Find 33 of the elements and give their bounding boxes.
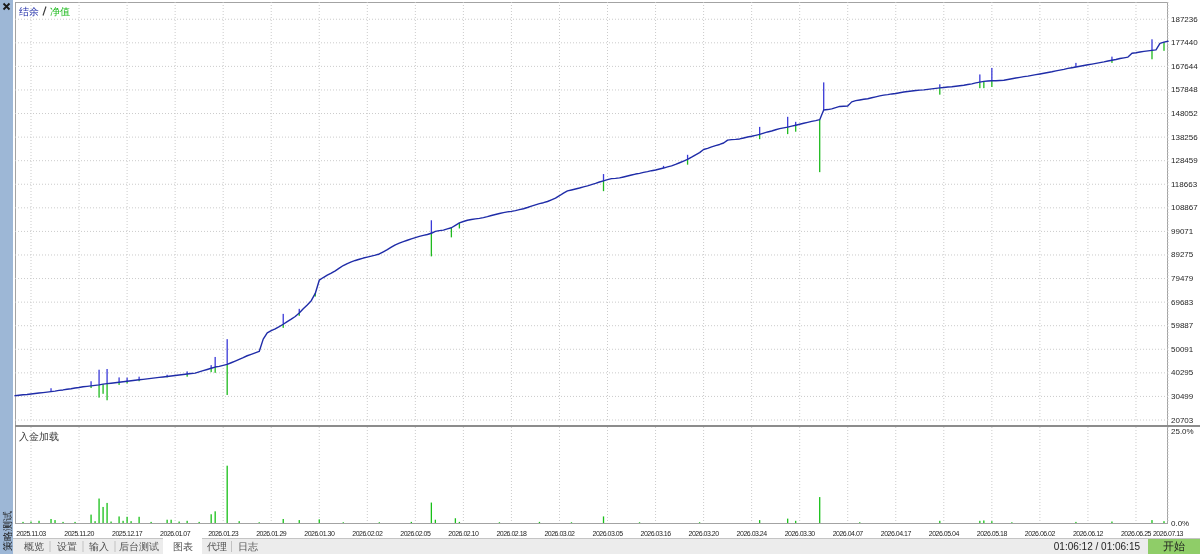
y-tick-label: 59887 xyxy=(1171,321,1194,331)
y-tick-label: 20703 xyxy=(1171,415,1194,425)
y-tick-label: 69683 xyxy=(1171,297,1194,307)
y-tick-label: 167644 xyxy=(1171,61,1198,71)
tab-label: 概览 xyxy=(24,541,44,552)
y-tick-label: 89275 xyxy=(1171,250,1194,260)
y-tick-label: 40295 xyxy=(1171,368,1194,378)
legend-label: 净值 xyxy=(50,5,70,17)
sidebar-label: 策略测试 xyxy=(2,511,13,551)
button-label: 开始 xyxy=(1163,540,1185,553)
panel-title: 入金加载 xyxy=(19,430,59,442)
y-tick-label: 108867 xyxy=(1171,203,1198,213)
y-tick-label: 157848 xyxy=(1171,85,1198,95)
tab-label: 图表 xyxy=(172,541,193,552)
y-tick-label: 50091 xyxy=(1171,344,1194,354)
y-tick-label: 0.0% xyxy=(1171,518,1190,528)
status-label: 01:06:12 / 01:06:15 xyxy=(1053,541,1140,552)
y-tick-label: 99071 xyxy=(1171,226,1194,236)
y-tick-label: 177440 xyxy=(1171,38,1198,48)
y-tick-label: 148052 xyxy=(1171,109,1198,119)
tab-label: 日志 xyxy=(238,541,259,552)
tab-label: 设置 xyxy=(56,541,77,552)
y-tick-label: 118663 xyxy=(1171,179,1198,189)
y-tick-label: 187236 xyxy=(1171,14,1198,24)
tab-label: 后台测试 xyxy=(119,541,159,552)
y-tick-label: 79479 xyxy=(1171,274,1194,284)
y-tick-label: 138256 xyxy=(1171,132,1198,142)
legend-label: 结余 xyxy=(19,5,39,17)
y-tick-label: 128459 xyxy=(1171,156,1198,166)
y-tick-label: 30499 xyxy=(1171,391,1194,401)
tab-label: 输入 xyxy=(89,541,109,552)
tab-label: 代理 xyxy=(206,541,227,552)
y-tick-label: 25.0% xyxy=(1171,427,1194,437)
